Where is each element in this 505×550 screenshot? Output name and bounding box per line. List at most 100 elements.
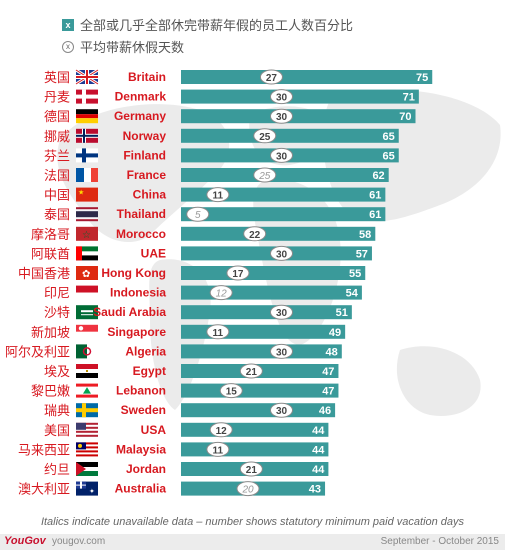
category-label: China xyxy=(133,188,167,202)
category-label-cn: 新加坡 xyxy=(31,325,70,340)
singapore-flag-part xyxy=(76,331,98,339)
denmark-flag-part xyxy=(76,94,98,99)
usa-flag-part xyxy=(76,434,98,437)
footer: YouGov yougov.com September - October 20… xyxy=(0,534,505,550)
china-flag-star: ★ xyxy=(78,189,84,197)
bar xyxy=(181,89,419,104)
category-label: France xyxy=(127,168,167,182)
days-marker xyxy=(206,441,230,457)
category-label: Germany xyxy=(114,109,166,123)
chart-row: 泰国 Thailand 61 5 xyxy=(44,206,386,222)
category-label: Morocco xyxy=(116,227,166,241)
chart-row: 沙特 Saudi Arabia 51 30 xyxy=(44,304,352,320)
bar xyxy=(181,383,339,398)
algeria-flag-part xyxy=(76,344,87,359)
bar-value-label: 58 xyxy=(359,229,371,241)
days-marker xyxy=(270,343,293,359)
morocco-flag-star: ☆ xyxy=(82,230,91,241)
bar-value-label: 44 xyxy=(312,425,325,437)
france-flag-part xyxy=(91,168,98,182)
uae-flag-part xyxy=(76,246,98,252)
usa-flag-part xyxy=(76,426,98,429)
days-marker xyxy=(219,383,243,399)
bar xyxy=(181,226,376,241)
days-value-label: 27 xyxy=(266,73,278,84)
saudi-arabia-flag-part xyxy=(81,314,93,316)
category-label-cn: 英国 xyxy=(44,70,70,85)
chart-row: 约旦 Jordan 44 21 xyxy=(44,461,329,477)
bar xyxy=(181,168,389,182)
malaysia-flag-part xyxy=(76,446,98,449)
days-value-label: 20 xyxy=(241,485,254,496)
legend-series1-label: 全部或几乎全部休完带薪年假的员工人数百分比 xyxy=(80,18,354,33)
germany-flag-part xyxy=(76,109,98,115)
days-marker xyxy=(239,363,263,379)
chart-row: 阿尔及利亚 Algeria 48 30 xyxy=(5,343,342,359)
australia-flag: ✦ xyxy=(76,481,98,496)
uk-flag-part xyxy=(76,76,98,78)
days-value-label: 30 xyxy=(276,249,288,260)
category-label: USA xyxy=(141,423,167,437)
days-marker xyxy=(209,285,233,301)
lebanon-flag-part xyxy=(76,383,98,387)
days-marker xyxy=(243,226,267,242)
egypt-flag-part xyxy=(76,364,98,369)
category-label-cn: 泰国 xyxy=(44,207,70,222)
category-label: Malaysia xyxy=(116,442,166,456)
survey-period: September - October 2015 xyxy=(380,536,499,547)
category-label-cn: 德国 xyxy=(44,109,70,124)
indonesia-flag xyxy=(76,285,98,300)
uae-flag-part xyxy=(76,255,98,261)
category-label: Hong Kong xyxy=(101,266,166,280)
days-marker xyxy=(239,461,263,477)
category-label-cn: 阿尔及利亚 xyxy=(5,344,70,359)
chart-row: 美国 USA 44 12 xyxy=(44,422,329,438)
bar-value-label: 44 xyxy=(312,464,325,476)
lebanon-flag xyxy=(76,383,98,398)
days-marker xyxy=(226,265,250,281)
bar-value-label: 62 xyxy=(372,170,384,182)
chart-row: 印尼 Indonesia 54 12 xyxy=(44,285,362,301)
legend-series2-label: 平均带薪休假天数 xyxy=(80,40,185,55)
bar xyxy=(181,70,433,84)
france-flag-part xyxy=(76,168,84,182)
category-label-cn: 澳大利亚 xyxy=(18,482,70,497)
days-value-label: 11 xyxy=(213,445,224,456)
category-label-cn: 印尼 xyxy=(44,286,70,301)
morocco-flag-part xyxy=(76,226,98,241)
france-flag xyxy=(76,168,98,182)
category-label: Britain xyxy=(128,70,166,84)
hong-kong-flag-part xyxy=(76,266,98,280)
norway-flag-part xyxy=(76,134,98,137)
germany-flag xyxy=(76,109,98,124)
days-marker xyxy=(270,304,293,320)
category-label-cn: 摩洛哥 xyxy=(31,227,70,242)
chart-row: 中国 ★ China 61 11 xyxy=(44,187,386,203)
chart-row: 丹麦 Denmark 71 30 xyxy=(44,89,419,105)
uk-flag xyxy=(75,68,99,86)
bar xyxy=(181,128,399,143)
bar-value-label: 70 xyxy=(399,111,411,123)
category-label-cn: 法国 xyxy=(44,168,70,183)
sweden-flag xyxy=(76,403,98,418)
legend-circle-icon: x xyxy=(62,40,74,53)
malaysia-flag-part xyxy=(76,442,98,445)
china-flag: ★ xyxy=(76,187,98,202)
category-label: Indonesia xyxy=(110,286,166,300)
days-marker xyxy=(236,481,260,497)
category-label: Lebanon xyxy=(116,384,166,398)
usa-flag-part xyxy=(76,422,98,425)
egypt-flag xyxy=(76,364,98,378)
category-label: Jordan xyxy=(126,462,166,476)
thailand-flag-part xyxy=(76,211,98,218)
saudi-arabia-flag xyxy=(76,305,98,320)
germany-flag-part xyxy=(76,114,98,119)
bar-value-label: 43 xyxy=(309,484,321,496)
category-label: Denmark xyxy=(115,90,167,104)
days-marker xyxy=(259,69,283,85)
days-marker xyxy=(253,128,277,144)
chart: 英国 Britain 75 27 丹麦 Denmark 71 30 德国 Germany 70 30 挪… xyxy=(5,68,501,497)
days-value-label: 25 xyxy=(259,132,271,143)
finland-flag xyxy=(76,148,98,163)
days-marker xyxy=(270,147,293,163)
